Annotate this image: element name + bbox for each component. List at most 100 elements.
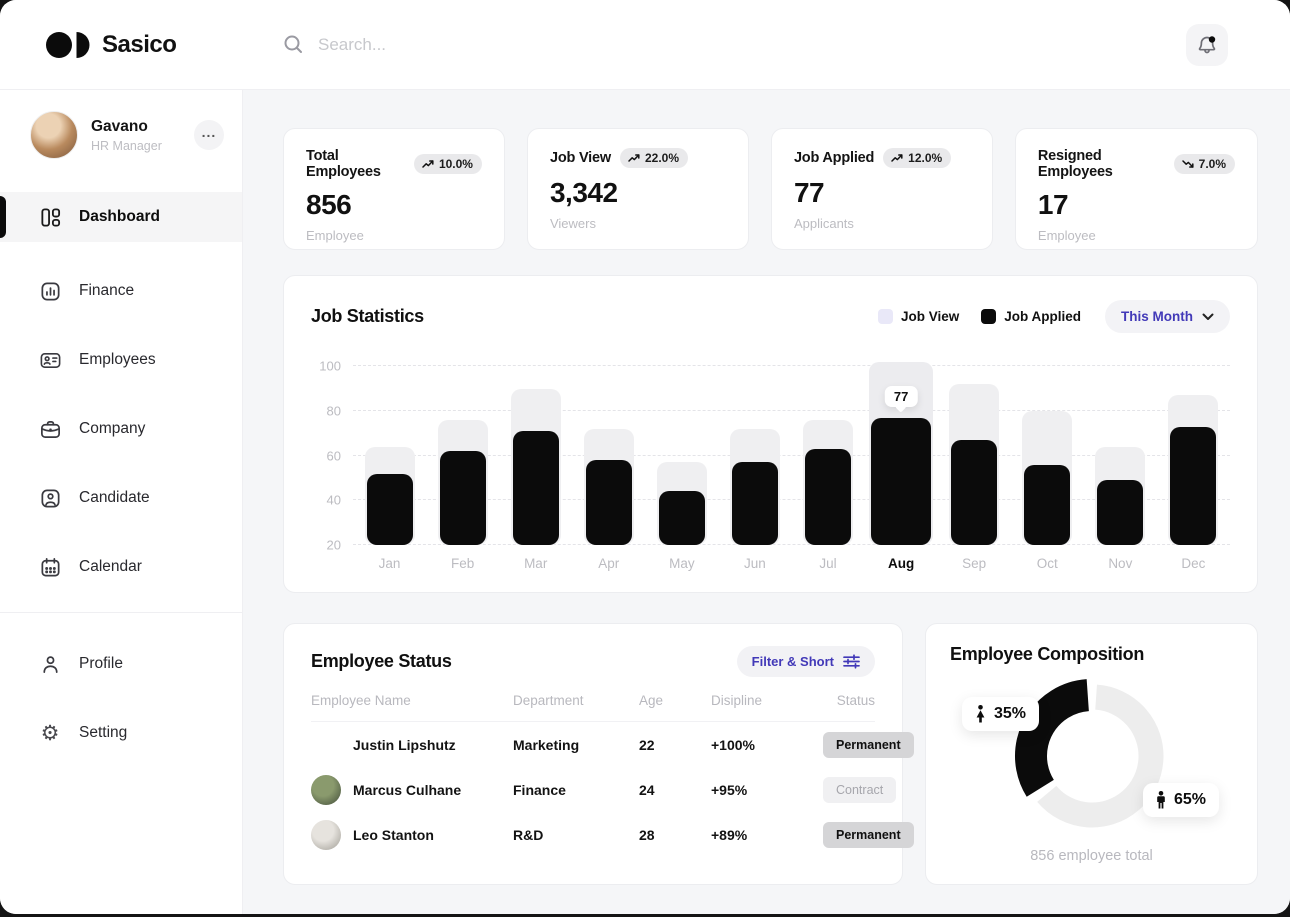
stats-row: Total Employees 10.0% 856 Employee Job V… bbox=[283, 128, 1258, 250]
stat-sublabel: Employee bbox=[306, 228, 364, 243]
employee-composition-title: Employee Composition bbox=[950, 644, 1145, 664]
y-axis-label: 40 bbox=[326, 492, 341, 508]
gridline bbox=[353, 499, 1230, 501]
cell-name: Justin Lipshutz bbox=[353, 736, 456, 753]
cell-name: Marcus Culhane bbox=[353, 781, 462, 798]
sidebar-item-profile[interactable]: Profile bbox=[0, 639, 242, 689]
cell-disipline: +89% bbox=[711, 826, 748, 843]
gridline bbox=[353, 365, 1230, 367]
y-axis-label: 100 bbox=[319, 358, 341, 374]
sidebar-item-setting[interactable]: ⚙ Setting bbox=[0, 708, 242, 758]
sidebar-item-dashboard[interactable]: Dashboard bbox=[0, 192, 242, 242]
column-header: Status bbox=[836, 693, 875, 708]
stat-sublabel: Applicants bbox=[793, 216, 854, 231]
trend-up-icon bbox=[628, 153, 641, 163]
month-label: Sep bbox=[962, 556, 987, 571]
bar-group-jun[interactable]: Jun bbox=[718, 355, 791, 571]
table-row[interactable]: Leo Stanton R&D 28 +89% Permanent bbox=[311, 812, 914, 857]
brand-logo: Sasico bbox=[0, 28, 283, 62]
profile-icon bbox=[38, 652, 62, 676]
bar-chart: 20 40 60 80 100 Jan Feb Mar Apr May Jun Jul 77 Aug Se… bbox=[311, 355, 1230, 571]
stat-title: Resigned Employees bbox=[1037, 148, 1113, 180]
bar-group-mar[interactable]: Mar bbox=[499, 355, 572, 571]
month-label: Mar bbox=[524, 556, 548, 571]
bar-job-applied bbox=[871, 417, 932, 545]
sidebar-item-label: Calendar bbox=[79, 558, 142, 575]
status-badge: Permanent bbox=[823, 821, 914, 848]
bar-job-applied bbox=[1024, 464, 1071, 545]
row-avatar bbox=[311, 819, 341, 850]
sidebar-item-candidate[interactable]: Candidate bbox=[0, 473, 242, 523]
sidebar-item-label: Profile bbox=[79, 655, 123, 672]
month-label: Dec bbox=[1181, 556, 1206, 571]
month-label: May bbox=[669, 556, 695, 571]
sidebar-item-label: Finance bbox=[79, 282, 135, 299]
cell-disipline: +95% bbox=[711, 781, 748, 798]
sidebar-item-finance[interactable]: Finance bbox=[0, 266, 242, 316]
trend-badge: 12.0% bbox=[883, 148, 952, 168]
user-name: Gavano bbox=[91, 117, 148, 135]
bar-job-applied bbox=[585, 460, 632, 545]
stat-value: 77 bbox=[793, 177, 825, 208]
legend-item-job-applied[interactable]: Job Applied bbox=[981, 309, 1081, 324]
bar-group-jan[interactable]: Jan bbox=[353, 355, 426, 571]
topbar: Sasico bbox=[0, 0, 1290, 90]
table-row[interactable]: Marcus Culhane Finance 24 +95% Contract bbox=[311, 767, 897, 812]
chart-legend: Job View Job Applied bbox=[877, 309, 1081, 324]
bar-job-applied bbox=[951, 439, 998, 545]
sidebar-item-company[interactable]: Company bbox=[0, 404, 242, 454]
main-content: Total Employees 10.0% 856 Employee Job V… bbox=[243, 90, 1290, 914]
bar-group-apr[interactable]: Apr bbox=[572, 355, 645, 571]
more-button[interactable]: ... bbox=[194, 120, 224, 150]
stat-value: 3,342 bbox=[549, 177, 618, 208]
brand-name: Sasico bbox=[102, 30, 177, 58]
bar-group-feb[interactable]: Feb bbox=[426, 355, 499, 571]
bar-group-may[interactable]: May bbox=[645, 355, 718, 571]
bar-job-applied bbox=[658, 491, 705, 545]
filter-button[interactable]: Filter & Short bbox=[736, 646, 875, 677]
gridline bbox=[353, 454, 1230, 456]
search-input[interactable] bbox=[318, 34, 638, 55]
user-card: Gavano HR Manager ... bbox=[0, 90, 242, 180]
stat-title: Job Applied bbox=[793, 150, 875, 166]
sidebar-item-label: Company bbox=[79, 420, 146, 437]
table-row[interactable]: Justin Lipshutz Marketing 22 +100% Perma… bbox=[311, 722, 914, 767]
sidebar-item-employees[interactable]: Employees bbox=[0, 335, 242, 385]
notification-dot bbox=[1208, 35, 1216, 43]
bar-group-jul[interactable]: Jul bbox=[791, 355, 864, 571]
gridline bbox=[353, 409, 1230, 411]
month-label: Jun bbox=[744, 556, 766, 571]
stat-value: 856 bbox=[306, 189, 352, 220]
active-indicator bbox=[0, 196, 6, 238]
chevron-down-icon bbox=[1202, 313, 1214, 321]
sidebar-nav: Dashboard Finance bbox=[0, 192, 242, 758]
y-axis-label: 20 bbox=[326, 537, 341, 553]
male-percent: 65% bbox=[1173, 791, 1206, 808]
legend-swatch-job-applied bbox=[981, 309, 997, 324]
bar-group-sep[interactable]: Sep bbox=[938, 355, 1011, 571]
stat-title: Total Employees bbox=[306, 148, 381, 180]
cell-age: 24 bbox=[639, 781, 655, 798]
legend-item-job-view[interactable]: Job View bbox=[877, 309, 959, 324]
stat-card-total-employees: Total Employees 10.0% 856 Employee bbox=[283, 128, 505, 250]
status-badge: Contract bbox=[823, 776, 897, 803]
column-header: Department bbox=[513, 693, 584, 708]
bar-group-nov[interactable]: Nov bbox=[1084, 355, 1157, 571]
period-select[interactable]: This Month bbox=[1105, 300, 1230, 333]
month-label: Jul bbox=[819, 556, 837, 571]
month-label: Jan bbox=[378, 556, 401, 571]
sidebar-item-calendar[interactable]: Calendar bbox=[0, 542, 242, 592]
sidebar: Gavano HR Manager ... Dashboard bbox=[0, 90, 243, 914]
stat-card-job-applied: Job Applied 12.0% 77 Applicants bbox=[770, 128, 993, 250]
bar-group-dec[interactable]: Dec bbox=[1157, 355, 1230, 571]
bar-group-aug[interactable]: 77 Aug bbox=[865, 355, 938, 571]
male-stat-chip: 65% bbox=[1142, 783, 1219, 817]
finance-icon bbox=[38, 279, 62, 303]
bar-group-oct[interactable]: Oct bbox=[1011, 355, 1084, 571]
cell-department: R&D bbox=[513, 826, 544, 843]
y-axis: 20 40 60 80 100 bbox=[311, 355, 353, 571]
user-role: HR Manager bbox=[91, 138, 162, 153]
donut-segment-female bbox=[1014, 678, 1169, 833]
legend-swatch-job-view bbox=[877, 309, 893, 324]
notifications-button[interactable] bbox=[1186, 23, 1228, 66]
